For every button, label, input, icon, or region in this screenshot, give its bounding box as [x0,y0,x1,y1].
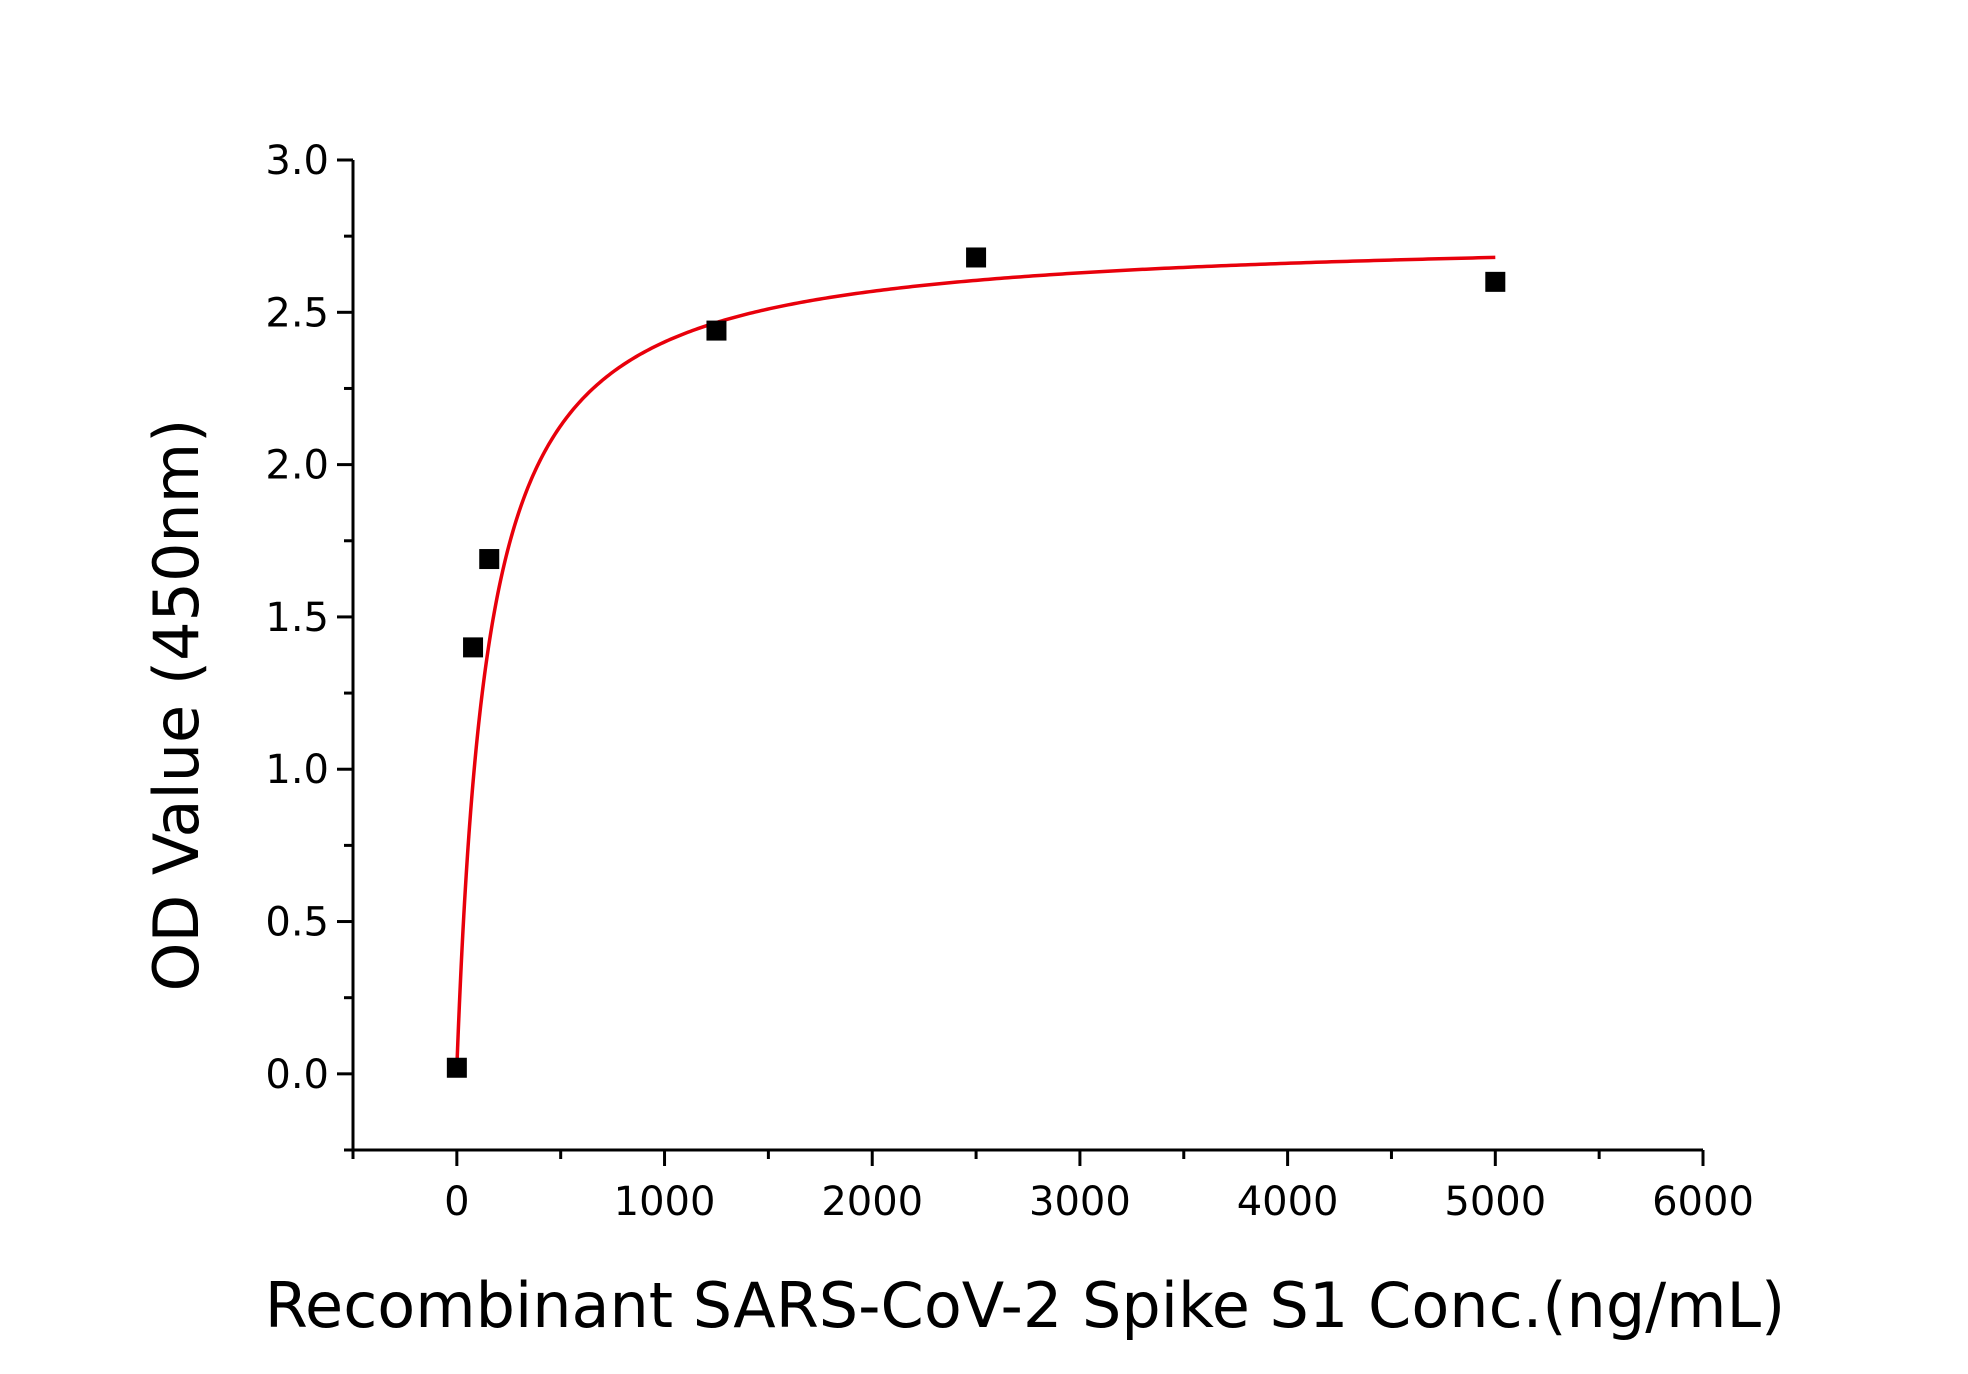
y-tick-label: 1.0 [265,747,329,793]
x-tick-label: 4000 [1237,1179,1339,1225]
fit-curve-line [455,255,1496,1068]
axes: 0.0 0.5 1.0 1.5 2.0 2.5 3.0 0 1000 2000 3000 4000 50… [265,138,1754,1225]
y-tick-label: 3.0 [265,138,329,184]
x-tick-label: 0 [444,1179,469,1225]
data-point [446,1057,467,1078]
y-tick-label: 0.0 [265,1052,329,1098]
y-tick-label: 2.5 [265,290,329,336]
fit-curve [455,255,1496,1068]
data-points [446,247,1506,1078]
x-tick-label: 3000 [1029,1179,1131,1225]
data-point [463,637,484,658]
x-tick-label: 5000 [1444,1179,1546,1225]
data-point [1485,271,1506,292]
x-tick-label: 2000 [821,1179,923,1225]
x-tick-label: 6000 [1652,1179,1754,1225]
data-point [706,320,727,341]
y-axis-title: OD Value (450nm) [140,419,213,992]
x-axis-title: Recombinant SARS-CoV-2 Spike S1 Conc.(ng… [265,1269,1785,1342]
y-tick-label: 1.5 [265,595,329,641]
y-tick-label: 0.5 [265,900,329,946]
data-point [479,549,500,570]
data-point [966,247,987,268]
x-tick-label: 1000 [614,1179,716,1225]
y-tick-label: 2.0 [265,443,329,489]
